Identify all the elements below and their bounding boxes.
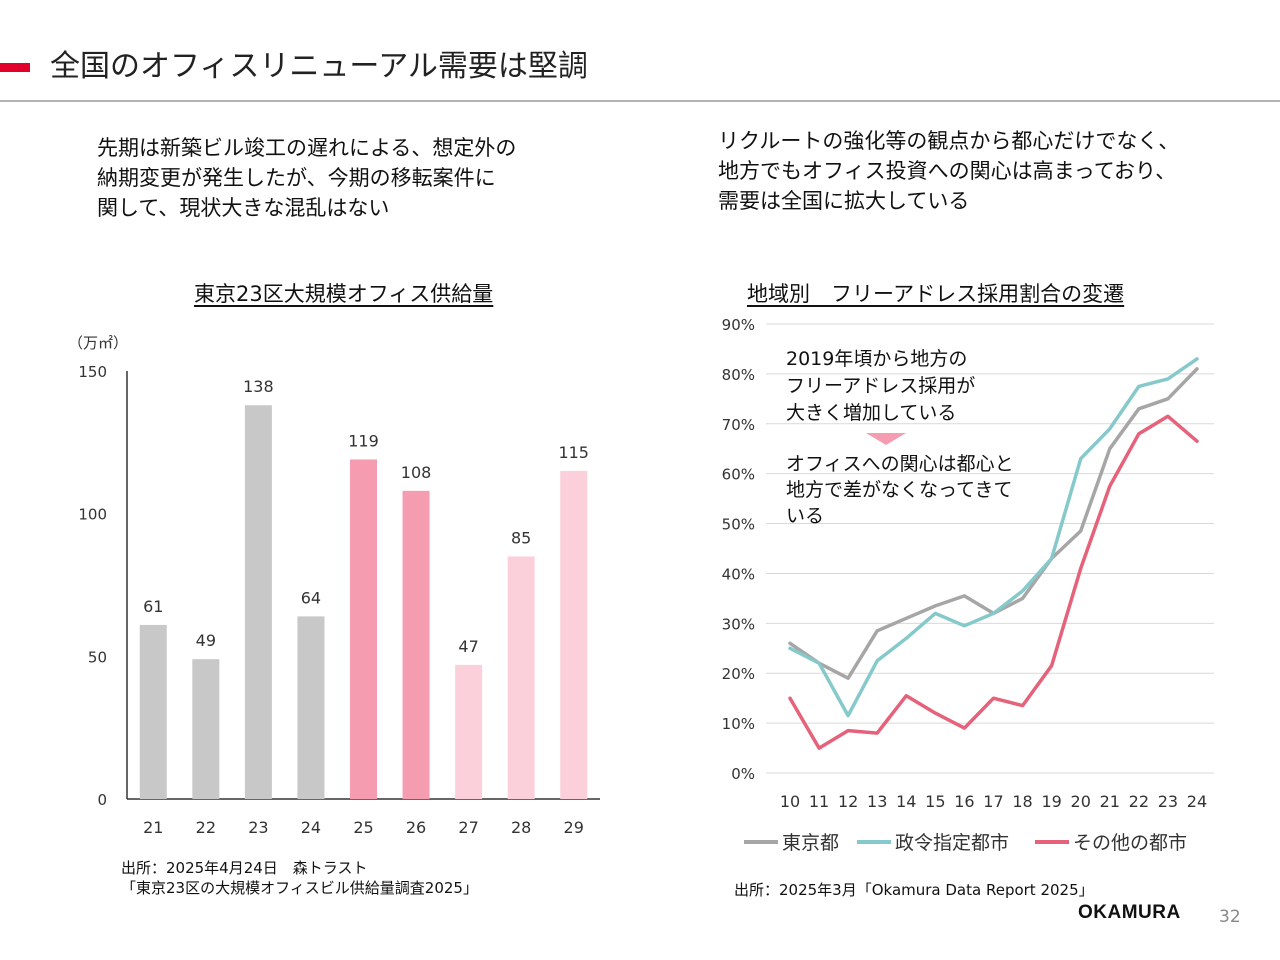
x-tick-label: 27 [458,818,478,837]
x-tick-label: 22 [1129,792,1149,811]
y-tick-label: 30% [722,615,755,633]
bar-value-label: 85 [511,528,531,547]
annotation-text: いる [786,505,824,527]
x-tick-label: 21 [1100,792,1120,811]
okamura-logo: OKAMURA [1078,902,1181,923]
x-tick-label: 18 [1012,792,1032,811]
bar-value-label: 138 [243,377,274,396]
bar [139,624,167,799]
x-tick-label: 11 [809,792,829,811]
title-divider [0,100,1280,102]
y-tick-label: 40% [722,565,755,583]
right-lead-line: 需要は全国に拡大している [718,189,970,213]
x-tick-label: 16 [954,792,974,811]
bar-value-label: 61 [143,597,163,616]
annotation-text: 2019年頃から地方の [786,348,967,370]
legend-label: その他の都市 [1073,832,1187,854]
x-tick-label: 12 [838,792,858,811]
bar [402,490,430,799]
x-tick-label: 29 [564,818,584,837]
bar [507,556,535,799]
x-tick-label: 22 [196,818,216,837]
x-tick-label: 14 [896,792,916,811]
right-lead-line: リクルートの強化等の観点から都心だけでなく、 [718,129,1180,153]
x-tick-label: 28 [511,818,531,837]
left-lead-text: 先期は新築ビル竣工の遅れによる、想定外の 納期変更が発生したが、今期の移転案件に… [97,133,516,223]
y-tick-label: 80% [722,366,755,384]
bar [192,659,220,799]
bar [244,405,272,799]
annotation-text: フリーアドレス採用が [786,375,975,397]
left-lead-line: 納期変更が発生したが、今期の移転案件に [97,166,496,190]
left-lead-line: 先期は新築ビル竣工の遅れによる、想定外の [97,136,517,160]
line-chart-title: 地域別 フリーアドレス採用割合の変遷 [747,282,1125,306]
bar-chart-title: 東京23区大規模オフィス供給量 [194,282,494,306]
y-tick-label: 90% [722,316,755,334]
x-tick-label: 23 [1158,792,1178,811]
bar-value-label: 119 [348,431,379,450]
y-tick-label: 60% [722,466,755,484]
y-tick-label: 10% [722,715,755,733]
bar-value-label: 49 [196,631,216,650]
bar [455,664,483,799]
right-source-note: 出所：2025年3月「Okamura Data Report 2025」 [734,881,1094,899]
y-axis-unit: （万㎡） [68,334,128,352]
y-tick-label: 100 [78,506,107,524]
x-tick-label: 13 [867,792,887,811]
line-chart: 0% 10% 20% 30% 40% 50% 60% 70% 80% 90% 10 11 12 13 14 1… [722,316,1214,854]
bar-value-label: 47 [458,637,478,656]
series-line [788,414,1199,750]
bar-chart: （万㎡） 0 50 100 150 61 21 49 22 138 23 64 24 119 25 108 26… [68,334,600,837]
y-tick-label: 20% [722,665,755,683]
bar-value-label: 115 [558,443,589,462]
x-tick-label: 23 [248,818,268,837]
y-tick-label: 50% [722,516,755,534]
x-tick-label: 17 [983,792,1003,811]
y-tick-label: 0% [731,765,755,783]
y-tick-label: 70% [722,416,755,434]
x-tick-label: 15 [925,792,945,811]
x-tick-label: 25 [353,818,373,837]
y-tick-label: 150 [78,363,107,381]
bar-value-label: 108 [401,463,432,482]
annotation-text: 大きく増加している [786,402,956,424]
bar [560,470,588,799]
bar [297,616,325,799]
legend-label: 政令指定都市 [895,832,1009,854]
y-tick-label: 50 [88,648,107,666]
bar-value-label: 64 [301,588,321,607]
x-tick-label: 21 [143,818,163,837]
x-tick-label: 26 [406,818,426,837]
left-source-line: 出所：2025年4月24日 森トラスト [121,859,368,877]
left-source-line: 「東京23区の大規模オフィスビル供給量調査2025」 [121,879,478,897]
x-tick-label: 10 [780,792,800,811]
y-tick-label: 0 [97,791,107,809]
series-line [788,357,1199,718]
x-tick-label: 24 [1187,792,1207,811]
annotation-text: オフィスへの関心は都心と [786,453,1014,475]
page-number: 32 [1219,907,1241,927]
left-lead-line: 関して、現状大きな混乱はない [97,196,390,220]
x-tick-label: 20 [1071,792,1091,811]
x-tick-label: 24 [301,818,321,837]
page-title: 全国のオフィスリニューアル需要は堅調 [50,49,588,84]
legend-label: 東京都 [782,832,839,854]
annotation-arrow [866,433,906,445]
title-accent-bar [0,63,30,72]
right-lead-line: 地方でもオフィス投資への関心は高まっており、 [718,159,1177,183]
right-lead-text: リクルートの強化等の観点から都心だけでなく、 地方でもオフィス投資への関心は高ま… [718,126,1179,216]
x-tick-label: 19 [1041,792,1061,811]
annotation-text: 地方で差がなくなってきて [786,479,1012,501]
bar [350,459,377,799]
left-source-note: 出所：2025年4月24日 森トラスト 「東京23区の大規模オフィスビル供給量調… [121,858,478,898]
